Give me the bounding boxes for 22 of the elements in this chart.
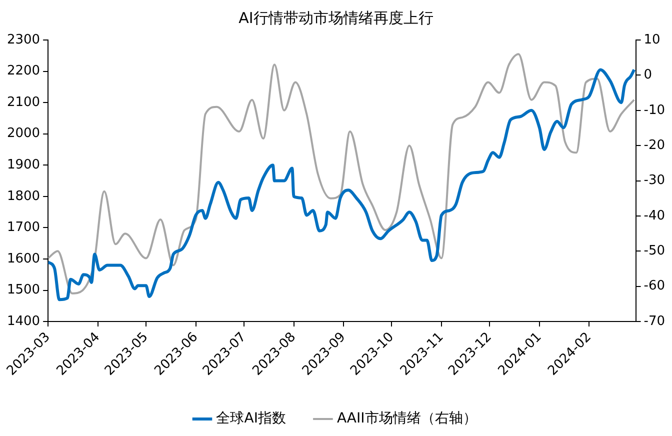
y-tick-label: 1800 — [6, 188, 40, 204]
y-tick-label: 2000 — [6, 126, 40, 142]
legend-label: 全球AI指数 — [216, 410, 286, 427]
y-tick-label: 2200 — [6, 64, 40, 79]
y2-tick-label: -20 — [644, 138, 665, 153]
y-tick-label: 1700 — [6, 220, 40, 236]
y2-tick-label: -60 — [644, 278, 665, 294]
y2-tick-label: 0 — [644, 68, 652, 83]
y2-tick-label: -50 — [644, 244, 665, 259]
y2-tick-label: -70 — [644, 314, 665, 329]
y-tick-label: 2300 — [6, 32, 40, 48]
y-tick-label: 2100 — [6, 94, 40, 110]
legend-label: AAII市场情绪（右轴） — [336, 410, 477, 427]
chart-title: AI行情带动市场情绪再度上行 — [238, 8, 434, 27]
y-tick-label: 1500 — [6, 282, 40, 298]
y2-tick-label: -10 — [644, 102, 665, 118]
y-tick-label: 1900 — [6, 158, 40, 173]
y2-tick-label: 10 — [644, 32, 660, 48]
y2-tick-label: -40 — [644, 208, 665, 224]
y2-tick-label: -30 — [644, 173, 665, 188]
y-tick-label: 1400 — [6, 314, 40, 329]
y-tick-label: 1600 — [6, 251, 40, 266]
